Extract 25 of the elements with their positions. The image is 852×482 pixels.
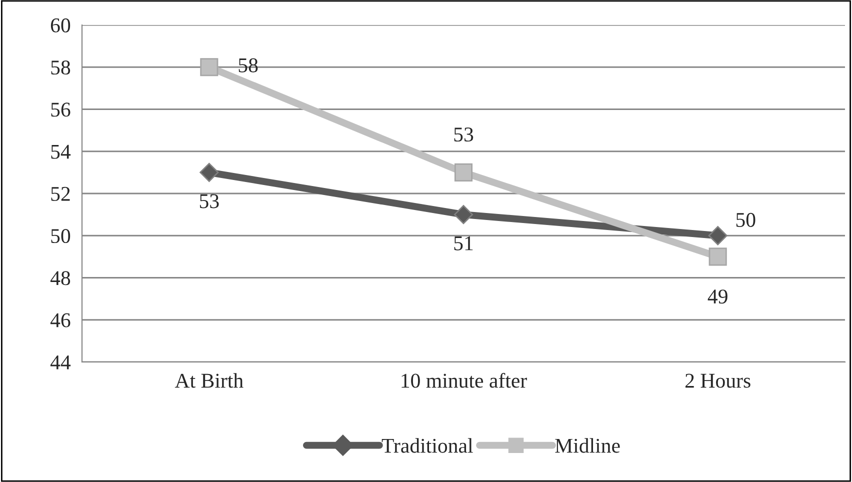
data-label: 53 bbox=[200, 194, 219, 208]
y-tick-label: 44 bbox=[50, 356, 71, 370]
data-label: 50 bbox=[736, 212, 756, 227]
data-label: 53 bbox=[454, 128, 474, 142]
legend-label: Traditional bbox=[382, 438, 473, 453]
data-label: 49 bbox=[708, 290, 728, 304]
point bbox=[200, 58, 218, 76]
point bbox=[454, 205, 474, 224]
point bbox=[708, 248, 727, 266]
x-tick-label: At Birth bbox=[174, 373, 244, 388]
x-tick-label: 10 minute after bbox=[402, 372, 527, 388]
point bbox=[708, 226, 728, 246]
y-tick-label: 46 bbox=[50, 313, 70, 328]
y-tick-label: 54 bbox=[51, 144, 71, 159]
y-tick-label: 58 bbox=[51, 60, 70, 75]
data-label: 51 bbox=[454, 236, 473, 250]
y-tick-label: 48 bbox=[50, 271, 70, 286]
y-tick-label: 56 bbox=[51, 102, 70, 117]
legend-label: Midline bbox=[555, 438, 620, 453]
point bbox=[200, 162, 219, 182]
x-tick-label: 2 Hours bbox=[685, 374, 750, 388]
y-tick-label: 50 bbox=[51, 229, 70, 244]
point bbox=[454, 163, 473, 182]
y-tick-label: 60 bbox=[50, 18, 70, 32]
y-tick-label: 52 bbox=[51, 186, 70, 201]
